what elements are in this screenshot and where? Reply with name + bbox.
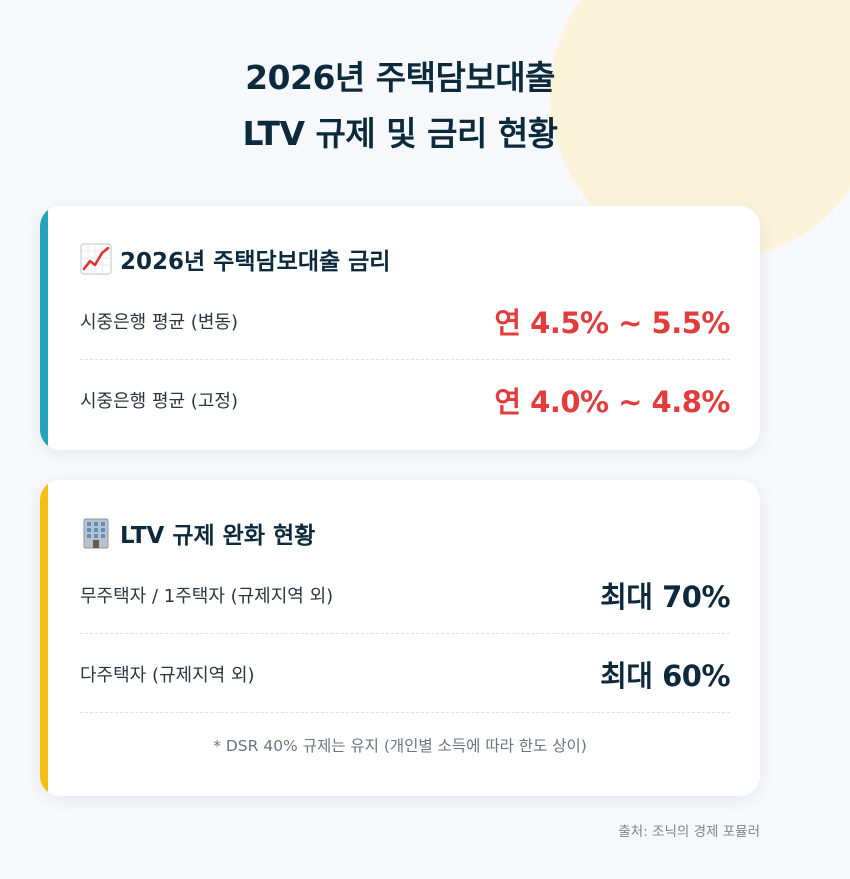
ltv-note: * DSR 40% 규제는 유지 (개인별 소득에 따라 한도 상이) [213, 737, 587, 755]
ltv-row-label: 무주택자 / 1주택자 (규제지역 외) [80, 585, 334, 607]
ltv-card: LTV 규제 완화 현황 무주택자 / 1주택자 (규제지역 외) 최대 70%… [40, 480, 760, 796]
ltv-row-multi-house: 다주택자 (규제지역 외) 최대 60% [80, 635, 730, 713]
office-building-icon [80, 517, 112, 549]
ltv-row-label: 다주택자 (규제지역 외) [80, 664, 255, 686]
ltv-card-title: LTV 규제 완화 현황 [120, 523, 316, 549]
ltv-row-value: 최대 60% [600, 658, 730, 693]
page-title-line2: LTV 규제 및 금리 현황 [242, 114, 558, 153]
rate-row-fixed: 시중은행 평균 (고정) 연 4.0% ~ 4.8% [80, 361, 730, 439]
ltv-row-no-house: 무주택자 / 1주택자 (규제지역 외) 최대 70% [80, 556, 730, 634]
rate-row-label: 시중은행 평균 (변동) [80, 311, 238, 333]
ltv-card-header: LTV 규제 완화 현황 [80, 516, 315, 550]
rate-row-variable: 시중은행 평균 (변동) 연 4.5% ~ 5.5% [80, 282, 730, 360]
page-title: 2026년 주택담보대출 LTV 규제 및 금리 현황 [0, 50, 800, 162]
source-credit: 출처: 조닉의 경제 포뮬러 [618, 824, 760, 840]
rate-card-title: 2026년 주택담보대출 금리 [120, 249, 391, 275]
chart-increasing-icon [80, 243, 112, 275]
rate-card-header: 2026년 주택담보대출 금리 [80, 242, 390, 276]
page-title-line1: 2026년 주택담보대출 [245, 58, 555, 97]
rate-row-value: 연 4.0% ~ 4.8% [494, 385, 730, 419]
ltv-row-value: 최대 70% [600, 579, 730, 614]
rate-card: 2026년 주택담보대출 금리 시중은행 평균 (변동) 연 4.5% ~ 5.… [40, 206, 760, 450]
rate-row-label: 시중은행 평균 (고정) [80, 391, 238, 412]
rate-row-value: 연 4.5% ~ 5.5% [494, 305, 730, 340]
